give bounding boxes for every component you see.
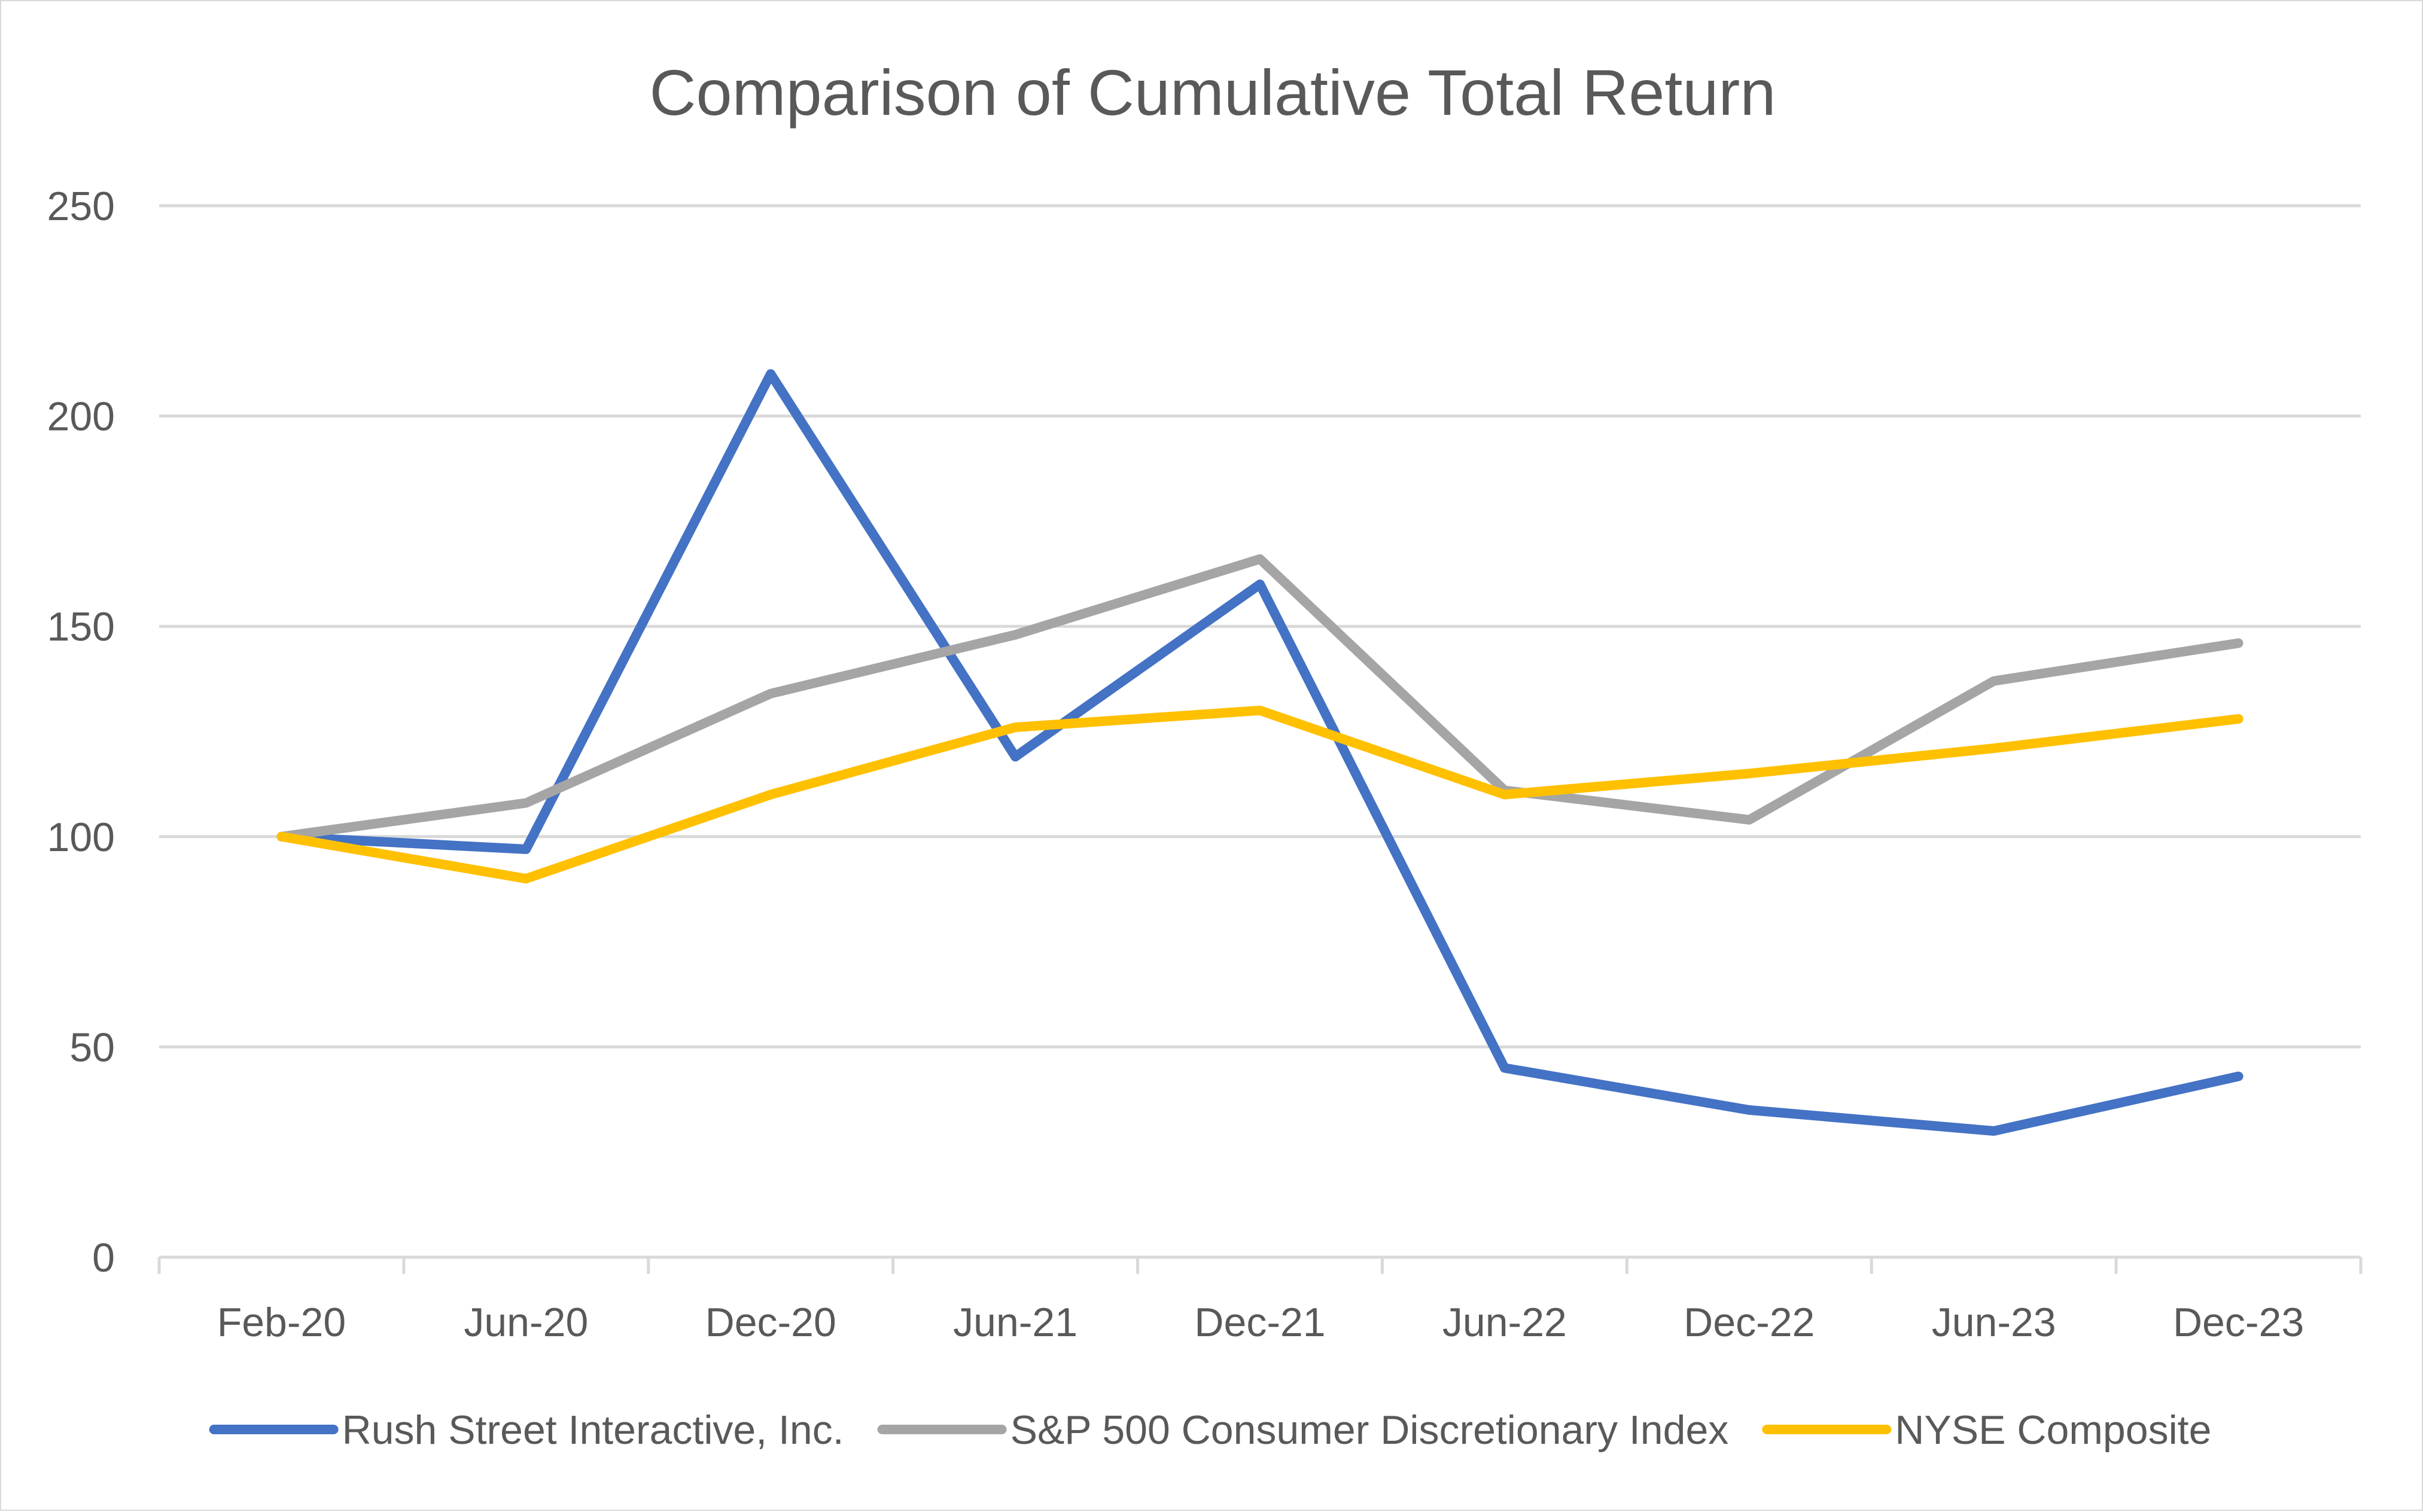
x-tick-label: Dec-22 <box>1684 1300 1815 1345</box>
legend: Rush Street Interactive, Inc. S&P 500 Con… <box>209 1407 2211 1453</box>
x-axis-tick-labels: Feb-20 Jun-20 Dec-20 Jun-21 Dec-21 Jun-22 Dec-… <box>217 1300 2304 1345</box>
y-tick-label: 50 <box>69 1025 115 1070</box>
y-tick-label: 150 <box>47 604 115 650</box>
x-axis <box>157 1255 2363 1274</box>
legend-label: Rush Street Interactive, Inc. <box>342 1407 844 1453</box>
x-tick-label: Jun-20 <box>464 1300 588 1345</box>
series-line-1 <box>276 369 2244 1136</box>
y-axis-tick-labels: 0 50 100 150 200 250 <box>47 184 115 1281</box>
y-tick-label: 250 <box>47 184 115 229</box>
gridlines <box>159 204 2361 1048</box>
legend-label: S&P 500 Consumer Discretionary Index <box>1010 1407 1729 1453</box>
x-tick-label: Dec-21 <box>1194 1300 1325 1345</box>
x-tick-label: Dec-23 <box>2173 1300 2304 1345</box>
series-line-2 <box>276 554 2244 842</box>
x-tick-label: Feb-20 <box>217 1300 346 1345</box>
series-line-3 <box>276 705 2244 884</box>
y-tick-label: 200 <box>47 394 115 440</box>
legend-item-1: Rush Street Interactive, Inc. <box>209 1407 844 1453</box>
legend-label: NYSE Composite <box>1895 1407 2211 1453</box>
x-tick-label: Jun-23 <box>1932 1300 2056 1345</box>
chart-title: Comparison of Cumulative Total Return <box>650 56 1776 129</box>
x-tick-label: Jun-22 <box>1442 1300 1567 1345</box>
x-tick-label: Dec-20 <box>705 1300 836 1345</box>
y-tick-label: 0 <box>92 1235 115 1281</box>
legend-item-2: S&P 500 Consumer Discretionary Index <box>877 1407 1729 1453</box>
y-tick-label: 100 <box>47 815 115 860</box>
legend-item-3: NYSE Composite <box>1762 1407 2211 1453</box>
x-tick-label: Jun-21 <box>953 1300 1077 1345</box>
series-lines <box>276 369 2244 1136</box>
